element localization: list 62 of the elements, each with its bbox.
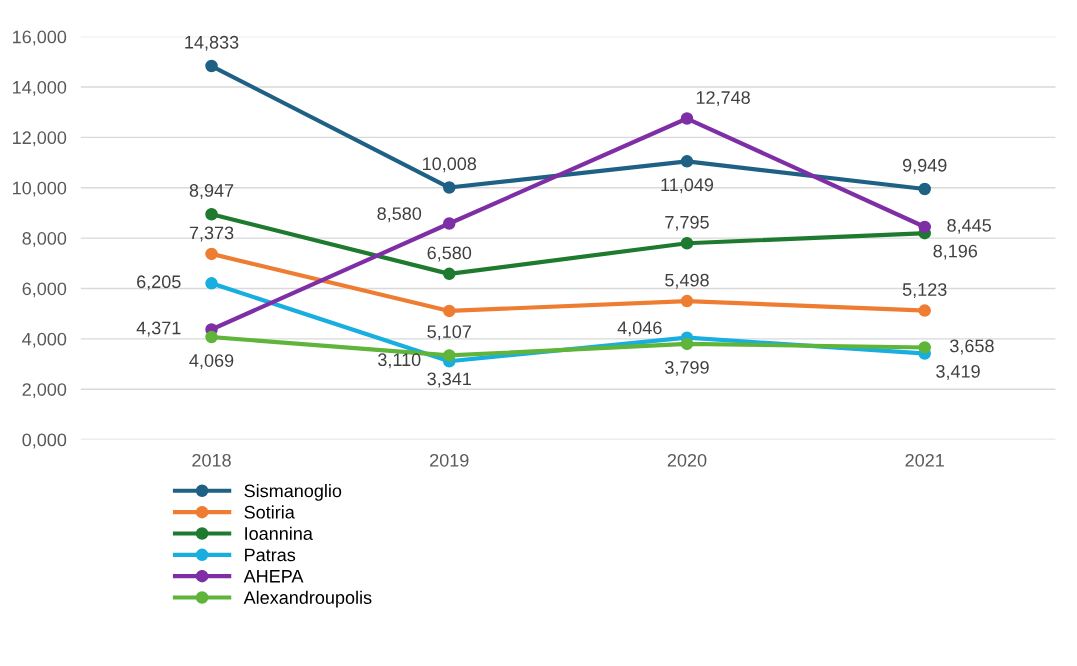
point — [205, 277, 218, 290]
point — [680, 294, 694, 308]
data-label: 3,419 — [936, 364, 980, 380]
data-label: 4,046 — [617, 321, 662, 337]
x-tick-label: 2018 — [192, 453, 231, 467]
point — [918, 304, 931, 317]
data-label: 3,658 — [950, 339, 994, 355]
data-label: 14,833 — [185, 35, 239, 51]
point — [680, 337, 694, 351]
x-tick-label: 2019 — [430, 453, 469, 467]
data-label: 3,799 — [665, 360, 709, 376]
point — [443, 181, 456, 194]
y-tick-label: 4,000 — [22, 332, 67, 348]
point — [205, 59, 218, 73]
y-tick-label: 6,000 — [22, 282, 67, 298]
data-label: 4,371 — [136, 321, 181, 337]
data-label: 4,069 — [189, 354, 234, 370]
data-label: 8,196 — [933, 244, 978, 260]
data-label: 3,110 — [378, 353, 421, 369]
data-label: 5,107 — [427, 325, 471, 341]
point — [205, 247, 218, 261]
point — [680, 112, 694, 125]
y-tick-label: 14,000 — [13, 80, 67, 96]
y-tick-label: 10,000 — [13, 181, 67, 197]
data-label: 7,795 — [665, 215, 709, 231]
y-tick-label: 12,000 — [13, 131, 67, 147]
data-label: 6,205 — [137, 275, 181, 291]
legend-label: Alexandroupolis — [243, 590, 372, 608]
data-label: 7,373 — [189, 226, 234, 242]
x-tick-label: 2021 — [905, 453, 944, 467]
data-label: 12,748 — [696, 91, 750, 107]
point — [205, 207, 218, 221]
data-label: 11,049 — [661, 178, 714, 194]
point — [680, 237, 694, 250]
data-label: 5,123 — [902, 283, 947, 299]
data-label: 6,580 — [427, 246, 472, 262]
data-label: 9,949 — [902, 158, 947, 174]
point — [918, 341, 931, 354]
point — [918, 220, 931, 234]
data-label: 8,580 — [377, 207, 422, 223]
data-label: 5,498 — [665, 273, 709, 289]
point — [918, 182, 931, 196]
legend-label: Patras — [245, 548, 296, 562]
legend-label: Ioannina — [245, 526, 313, 540]
x-tick-label: 2020 — [667, 453, 707, 467]
point — [205, 330, 218, 344]
point — [443, 217, 456, 230]
point — [443, 267, 456, 281]
data-label: 3,341 — [427, 372, 471, 388]
y-tick-label: 0,000 — [22, 433, 67, 449]
data-label: 8,947 — [189, 184, 234, 199]
legend-label: AHEPA — [243, 570, 304, 583]
point — [680, 155, 694, 168]
point — [443, 349, 456, 362]
legend-label: Sismanoglio — [244, 484, 342, 501]
y-tick-label: 2,000 — [22, 383, 67, 399]
legend-label: Sotiria — [244, 505, 295, 519]
y-tick-label: 8,000 — [22, 232, 67, 247]
data-label: 8,445 — [947, 218, 991, 234]
point — [443, 304, 456, 318]
data-label: 10,008 — [423, 157, 477, 173]
y-tick-label: 16,000 — [13, 30, 67, 46]
